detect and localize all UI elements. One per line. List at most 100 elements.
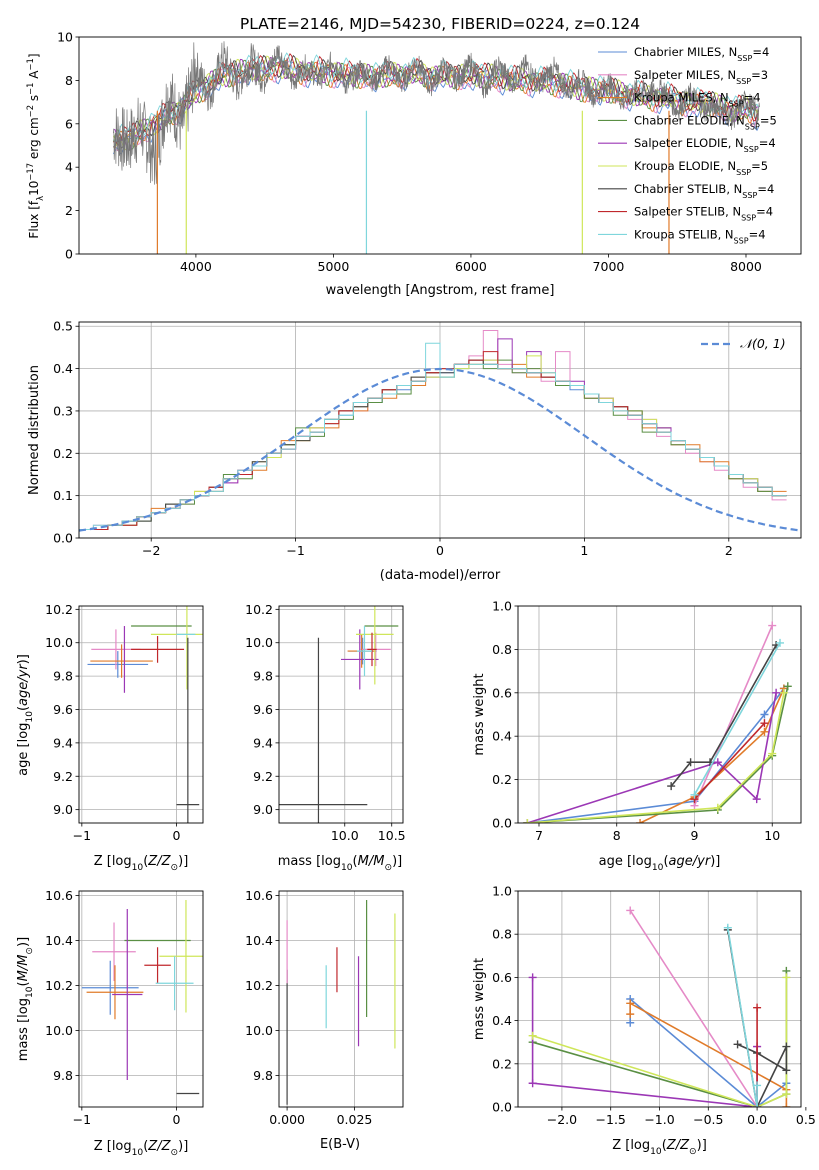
- x-tick-label: 0: [173, 1112, 181, 1127]
- y-tick-label: 0: [65, 247, 73, 262]
- x-axis-label: Z [log10(Z/Z⊙)]: [612, 1138, 707, 1157]
- panel-massweight-vs-Z: −2.0 −1.5 −1.0 −0.5 0.0 0.5 0.0 0.2 0.4 0.6 0.8 1.0…: [472, 884, 816, 1158]
- y-axis-label: mass weight: [472, 673, 487, 755]
- x-tick-label: 7000: [593, 259, 625, 274]
- plus-marker: [667, 782, 676, 791]
- plus-marker: [686, 758, 695, 767]
- y-tick-label: 8: [65, 73, 73, 88]
- axes-frame: [278, 605, 404, 824]
- y-tick-label: 0.6: [492, 685, 512, 700]
- plus-marker: [760, 719, 769, 728]
- x-axis-label: Z [log10(Z/Z⊙)]: [94, 1139, 189, 1158]
- plus-marker: [753, 1003, 762, 1012]
- panel-residuals: −2 −1 0 1 2 0.0 0.1 0.2 0.3 0.4 0.5 (data-model)/er…: [27, 319, 802, 583]
- errorbar-point: [86, 965, 144, 1020]
- errorbar-point: [341, 629, 379, 690]
- plus-marker: [636, 819, 645, 823]
- legend-entry: Chabrier ELODIE, NSSP=5: [634, 113, 777, 130]
- y-tick-label: 9.8: [253, 669, 273, 684]
- plus-marker: [768, 621, 777, 630]
- chart-title: PLATE=2146, MJD=54230, FIBERID=0224, z=0…: [240, 15, 640, 33]
- histogram-kroupa-stelib: [79, 342, 787, 538]
- x-tick-label: 0.0: [747, 1112, 767, 1127]
- plus-marker: [782, 1042, 791, 1051]
- panel-mass-vs-Z: −1 0 9.8 10.0 10.2 10.4 10.6 Z [log10(Z/Z⊙)] mas…: [16, 888, 204, 1158]
- y-tick-label: 9.0: [253, 802, 273, 817]
- plus-marker: [690, 790, 699, 799]
- plot-area: [518, 606, 801, 823]
- legend: Chabrier MILES, NSSP=4 Salpeter MILES, NS…: [598, 45, 777, 245]
- y-tick-label: 10.0: [245, 1023, 273, 1038]
- plus-marker: [626, 906, 635, 915]
- y-tick-label: 0.8: [492, 642, 512, 657]
- x-tick-label: −1: [73, 828, 91, 843]
- axes-frame: [278, 890, 404, 1108]
- y-tick-label: 0.0: [53, 531, 73, 546]
- y-tick-label: 10.2: [245, 602, 273, 617]
- weight-series-salpeter-elodie: [528, 973, 762, 1107]
- plot-area: [279, 891, 403, 1107]
- plot-area: [79, 322, 801, 538]
- plus-marker: [760, 727, 769, 736]
- y-tick-label: 9.8: [53, 669, 73, 684]
- plus-marker: [626, 999, 635, 1008]
- x-tick-label: 0: [173, 828, 181, 843]
- errorbar-point: [81, 960, 139, 1015]
- y-tick-label: 10.6: [245, 888, 273, 903]
- histogram-chabrier-stelib: [79, 359, 787, 538]
- x-tick-label: 9: [691, 828, 699, 843]
- histogram-chabrier-miles: [79, 359, 787, 538]
- y-tick-label: 10: [57, 30, 73, 45]
- weight-series-salpeter-miles: [690, 621, 777, 810]
- plus-marker: [782, 1103, 791, 1107]
- y-tick-label: 0.3: [53, 403, 73, 418]
- y-tick-label: 0.4: [492, 729, 512, 744]
- x-tick-label: 5000: [318, 259, 350, 274]
- weight-series-chabrier-miles: [523, 684, 788, 823]
- y-tick-label: 4: [65, 160, 73, 175]
- plus-marker: [760, 710, 769, 719]
- plot-area: [279, 606, 403, 823]
- panel-spectrum: 4000 5000 6000 7000 8000 0 2 4 6 8 10 PLATE=2146, M…: [25, 15, 802, 298]
- x-tick-label: 0.025: [337, 1112, 373, 1127]
- errorbar-point: [87, 651, 149, 678]
- plus-marker: [776, 638, 785, 647]
- y-tick-label: 10.2: [245, 978, 273, 993]
- histogram-kroupa-miles: [79, 363, 787, 538]
- x-tick-label: −2: [142, 543, 160, 558]
- weight-series-kroupa-stelib: [723, 923, 762, 1107]
- axes-frame: [78, 36, 802, 255]
- legend-entry: Kroupa MILES, NSSP=4: [634, 91, 761, 109]
- y-tick-label: 9.2: [53, 769, 73, 784]
- y-tick-label: 9.4: [53, 735, 73, 750]
- plus-marker: [713, 803, 722, 812]
- y-tick-label: 10.0: [45, 635, 73, 650]
- plus-marker: [626, 1018, 635, 1027]
- plus-marker: [733, 1040, 742, 1049]
- observed-spectrum: [113, 41, 760, 185]
- y-axis-label: mass weight: [472, 958, 487, 1040]
- errorbar-point: [90, 644, 153, 678]
- y-axis-label: Flux [fλ10−17 erg cm−2 s−1 A−1]: [25, 53, 45, 238]
- y-tick-label: 6: [65, 116, 73, 131]
- plus-marker: [626, 1010, 635, 1019]
- errorbar-point: [159, 900, 203, 1013]
- y-tick-label: 9.8: [253, 1068, 273, 1083]
- axes-frame: [78, 605, 204, 824]
- plus-marker: [528, 1079, 537, 1088]
- y-tick-label: 0.8: [492, 927, 512, 942]
- weight-series-chabrier-stelib: [667, 641, 781, 791]
- x-tick-label: 8000: [730, 259, 762, 274]
- y-tick-label: 10.2: [45, 602, 73, 617]
- y-tick-label: 10.6: [45, 888, 73, 903]
- x-tick-label: 4000: [180, 259, 212, 274]
- plus-marker: [752, 795, 761, 804]
- y-tick-label: 10.2: [45, 978, 73, 993]
- x-tick-label: −1: [73, 1112, 91, 1127]
- plus-marker: [779, 688, 788, 697]
- plus-marker: [753, 1103, 762, 1107]
- panel-mass-vs-EBV: 0.000 0.025 9.8 10.0 10.2 10.4 10.6 E(B-V): [245, 888, 404, 1152]
- x-axis-label: age [log10(age/yr)]: [599, 854, 721, 873]
- y-tick-label: 0.4: [492, 1013, 512, 1028]
- x-tick-label: 0.5: [796, 1112, 816, 1127]
